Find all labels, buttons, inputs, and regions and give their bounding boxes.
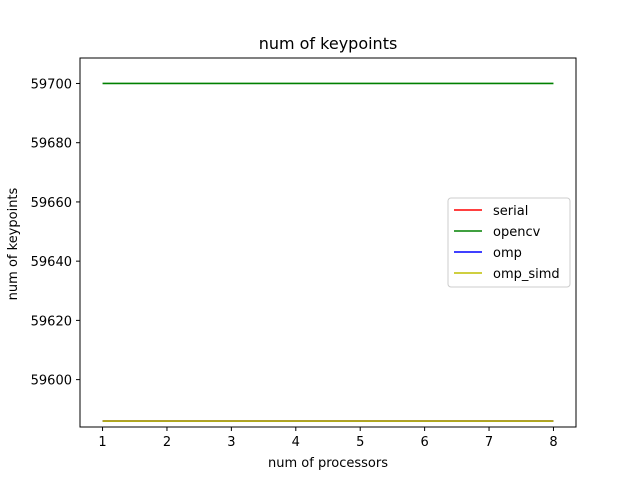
- legend-label-omp-simd: omp_simd: [493, 267, 560, 282]
- y-axis: 59600 59620 59640 59660 59680 59700: [31, 77, 80, 389]
- legend-label-serial: serial: [493, 204, 528, 219]
- x-tick-label: 4: [292, 435, 300, 450]
- x-tick-label: 1: [98, 435, 106, 450]
- x-axis-label: num of processors: [268, 456, 388, 471]
- x-tick-label: 8: [549, 435, 557, 450]
- legend-box: [447, 197, 571, 288]
- y-tick-label: 59680: [31, 137, 72, 152]
- y-tick-label: 59660: [31, 196, 72, 211]
- x-tick-label: 5: [356, 435, 364, 450]
- legend-label-omp: omp: [493, 246, 522, 261]
- y-tick-label: 59700: [31, 77, 72, 92]
- y-tick-label: 59640: [31, 255, 72, 270]
- legend: serial opencv omp omp_simd: [447, 197, 571, 288]
- x-tick-label: 3: [227, 435, 235, 450]
- y-axis-label: num of keypoints: [6, 187, 21, 300]
- y-tick-label: 59620: [31, 314, 72, 329]
- x-tick-label: 6: [420, 435, 428, 450]
- x-tick-label: 7: [485, 435, 493, 450]
- x-axis: 1 2 3 4 5 6 7 8: [98, 427, 558, 450]
- chart-title: num of keypoints: [259, 34, 398, 53]
- plot-frame: [79, 57, 577, 428]
- x-tick-label: 2: [163, 435, 171, 450]
- series-lines: [102, 82, 554, 422]
- legend-label-opencv: opencv: [493, 225, 541, 240]
- y-tick-label: 59600: [31, 374, 72, 389]
